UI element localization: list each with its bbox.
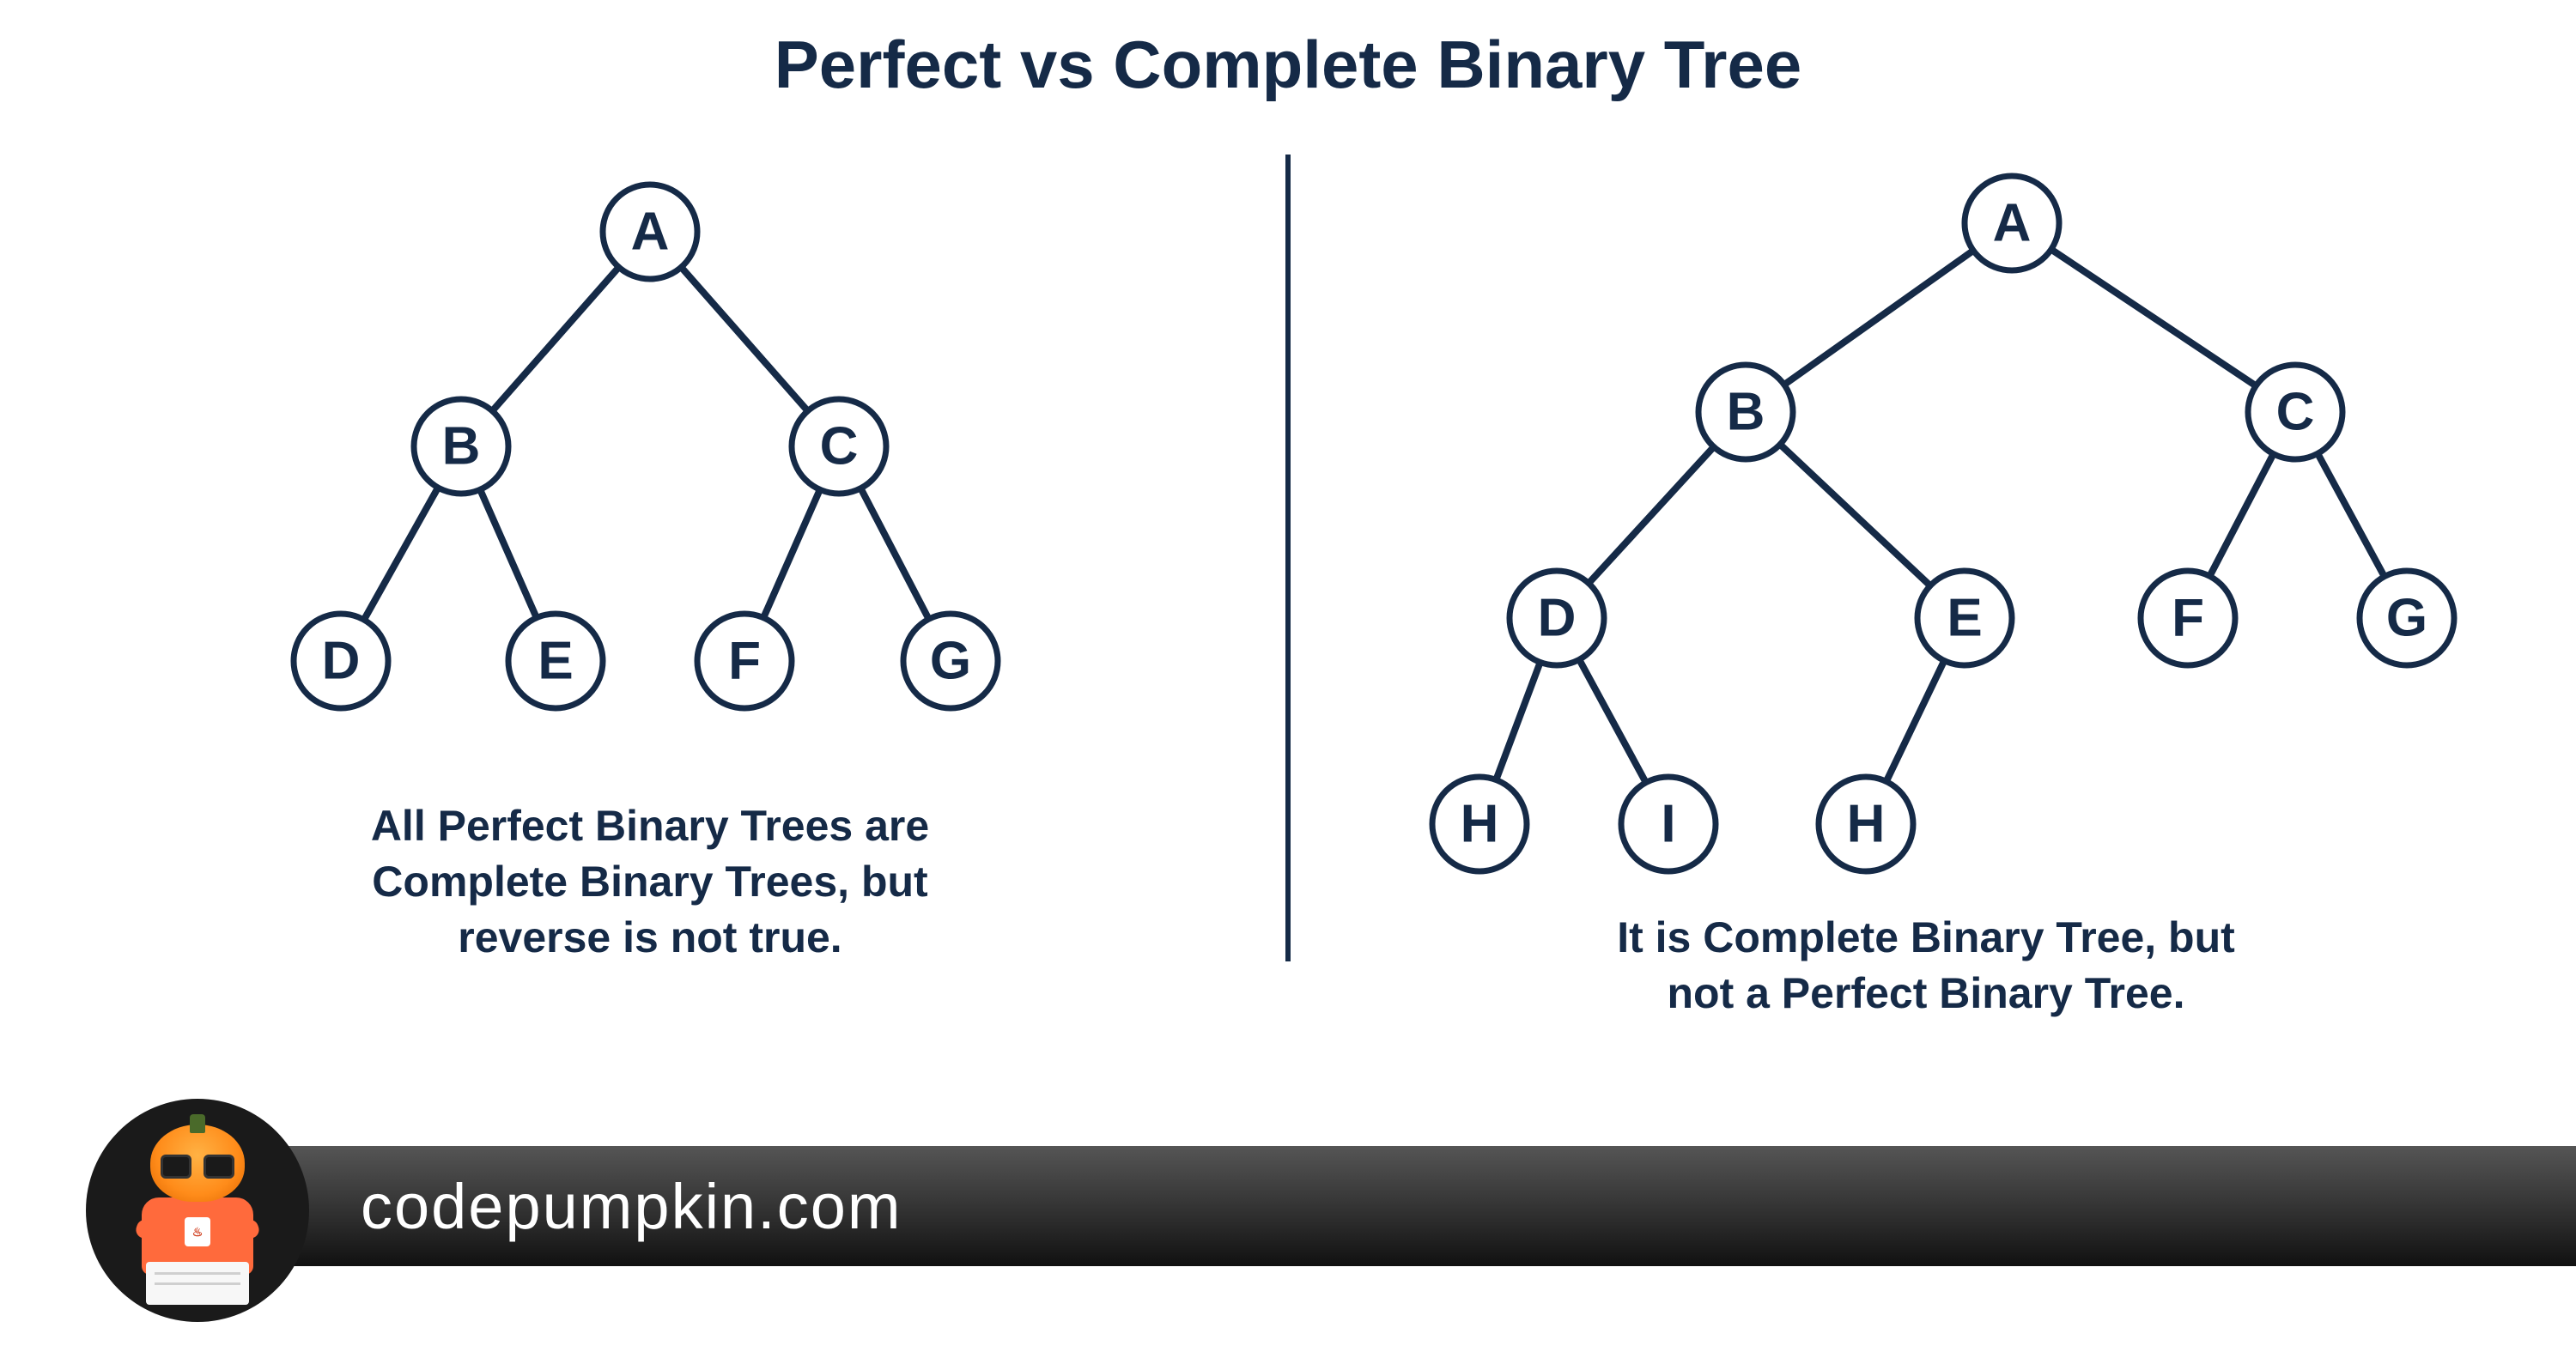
tree-edge [2051, 250, 2256, 386]
tree-node: I [1621, 777, 1716, 871]
right-caption: It is Complete Binary Tree, but not a Pe… [1617, 910, 2235, 1022]
tree-node: H [1432, 777, 1527, 871]
footer-site-text: codepumpkin.com [361, 1170, 902, 1243]
tree-edge [1496, 662, 1540, 779]
tree-edge [2209, 454, 2273, 576]
tree-node: D [294, 614, 388, 708]
tree-edge [2318, 453, 2385, 576]
tree-node: F [697, 614, 792, 708]
tree-node: A [1965, 176, 2059, 270]
tree-node: G [2360, 571, 2454, 665]
tree-edge [1780, 445, 1930, 586]
perfect-binary-tree: A B C D E F G [178, 155, 1122, 790]
tree-node: G [903, 614, 998, 708]
tree-node: C [792, 399, 886, 494]
tree-node-label: G [930, 632, 971, 691]
tree-node-label: A [631, 203, 670, 262]
tree-node-label: B [442, 417, 481, 476]
left-caption: All Perfect Binary Trees are Complete Bi… [371, 798, 929, 966]
tree-node-label: C [2276, 383, 2315, 442]
tree-node-label: E [538, 632, 573, 691]
tree-edge [860, 488, 928, 619]
tree-node-label: I [1661, 795, 1675, 854]
tree-node: A [603, 185, 697, 279]
tree-edge [492, 267, 618, 410]
tree-edge [1886, 661, 1944, 782]
content-area: A B C D E F G All Perfect Binary Trees are Com… [0, 155, 2576, 1099]
tree-edge [763, 489, 820, 617]
tree-node-label: D [322, 632, 361, 691]
right-panel: A B C D E F G H I H It is Complete Binary Tree, b… [1308, 155, 2544, 1099]
tree-node-label: H [1847, 795, 1886, 854]
tree-node-label: E [1947, 589, 1982, 648]
tree-node: F [2141, 571, 2235, 665]
tree-node-label: D [1538, 589, 1577, 648]
tree-edge [681, 267, 807, 410]
tree-node: B [1698, 365, 1793, 459]
tree-node-label: C [820, 417, 859, 476]
tree-node: E [508, 614, 603, 708]
complete-binary-tree: A B C D E F G H I H [1325, 155, 2527, 901]
tree-edge [364, 488, 438, 620]
footer: codepumpkin.com ♨ [0, 1120, 2576, 1318]
tree-edge [1589, 447, 1714, 584]
logo-circle: ♨ [86, 1099, 309, 1322]
tree-node-label: B [1727, 383, 1765, 442]
page-title: Perfect vs Complete Binary Tree [0, 26, 2576, 104]
tree-node: C [2248, 365, 2342, 459]
tree-node: E [1917, 571, 2012, 665]
tree-node: H [1819, 777, 1913, 871]
tree-node: D [1510, 571, 1604, 665]
tree-node-label: G [2386, 589, 2427, 648]
tree-node-label: F [728, 632, 761, 691]
tree-node-label: F [2172, 589, 2204, 648]
tree-edge [1784, 251, 1973, 385]
tree-node-label: A [1993, 194, 2032, 253]
tree-node: B [414, 399, 508, 494]
tree-edge [480, 489, 537, 617]
pumpkin-mascot-icon: ♨ [120, 1116, 275, 1305]
footer-bar: codepumpkin.com [275, 1146, 2576, 1266]
tree-edge [1579, 659, 1646, 782]
left-panel: A B C D E F G All Perfect Binary Trees are Com… [32, 155, 1268, 1099]
tree-node-label: H [1461, 795, 1499, 854]
vertical-divider [1285, 155, 1291, 961]
